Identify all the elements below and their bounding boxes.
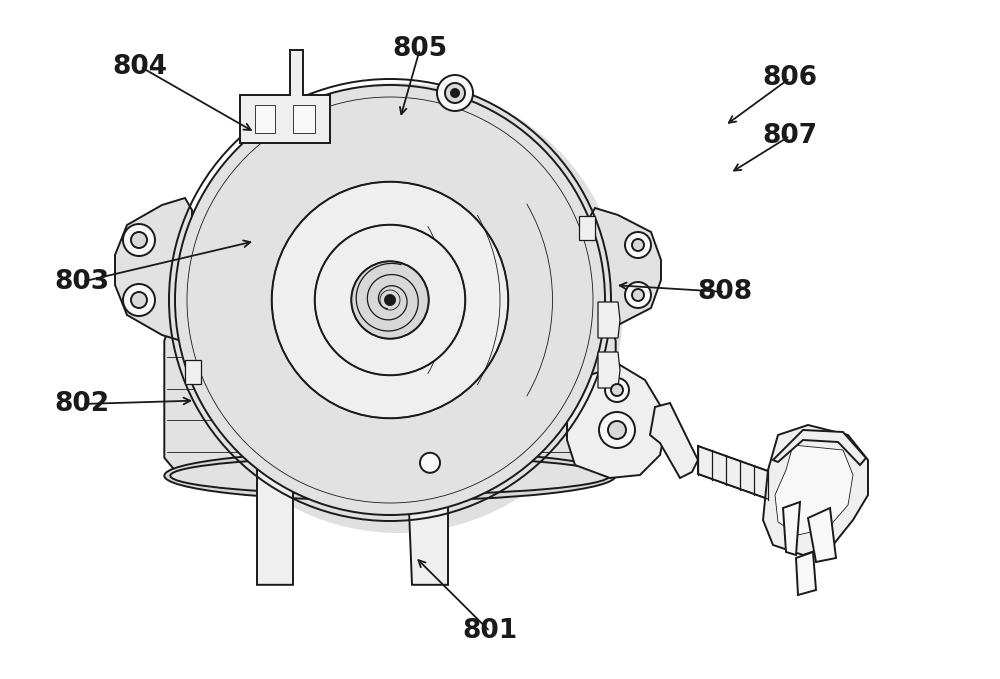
Polygon shape (698, 446, 768, 499)
Polygon shape (796, 552, 816, 595)
Ellipse shape (164, 451, 616, 500)
Text: 801: 801 (462, 619, 518, 644)
Polygon shape (588, 208, 661, 332)
Polygon shape (293, 105, 315, 133)
Circle shape (175, 85, 605, 515)
Polygon shape (257, 433, 293, 585)
Polygon shape (775, 445, 853, 535)
Text: 806: 806 (762, 65, 818, 91)
Circle shape (445, 83, 465, 103)
Circle shape (451, 89, 459, 97)
Polygon shape (650, 403, 698, 478)
Ellipse shape (173, 83, 623, 533)
Circle shape (608, 421, 626, 439)
Polygon shape (598, 302, 620, 338)
Polygon shape (255, 105, 275, 133)
Circle shape (131, 292, 147, 308)
Circle shape (625, 282, 651, 308)
Circle shape (272, 182, 508, 418)
Circle shape (123, 284, 155, 316)
Circle shape (625, 232, 651, 258)
Circle shape (420, 453, 440, 473)
Polygon shape (783, 502, 800, 555)
Circle shape (599, 412, 635, 448)
Polygon shape (808, 508, 836, 562)
Polygon shape (567, 365, 665, 478)
Circle shape (605, 378, 629, 402)
Polygon shape (579, 216, 595, 240)
Circle shape (632, 239, 644, 251)
Polygon shape (115, 198, 192, 342)
Text: 803: 803 (54, 269, 110, 295)
Text: 807: 807 (762, 123, 818, 149)
Polygon shape (240, 50, 330, 143)
Text: 804: 804 (112, 54, 168, 79)
Ellipse shape (170, 457, 610, 495)
Circle shape (437, 75, 473, 111)
Circle shape (632, 289, 644, 301)
Polygon shape (164, 326, 616, 476)
Circle shape (131, 232, 147, 248)
Polygon shape (763, 425, 868, 555)
Text: 805: 805 (392, 36, 448, 62)
Circle shape (315, 225, 465, 375)
Circle shape (611, 384, 623, 396)
Circle shape (351, 261, 429, 339)
Text: 808: 808 (697, 279, 753, 305)
Circle shape (385, 295, 395, 305)
Polygon shape (400, 430, 460, 585)
Text: 802: 802 (54, 391, 110, 417)
Polygon shape (773, 430, 866, 465)
Polygon shape (185, 360, 201, 384)
Polygon shape (598, 352, 620, 388)
Circle shape (123, 224, 155, 256)
